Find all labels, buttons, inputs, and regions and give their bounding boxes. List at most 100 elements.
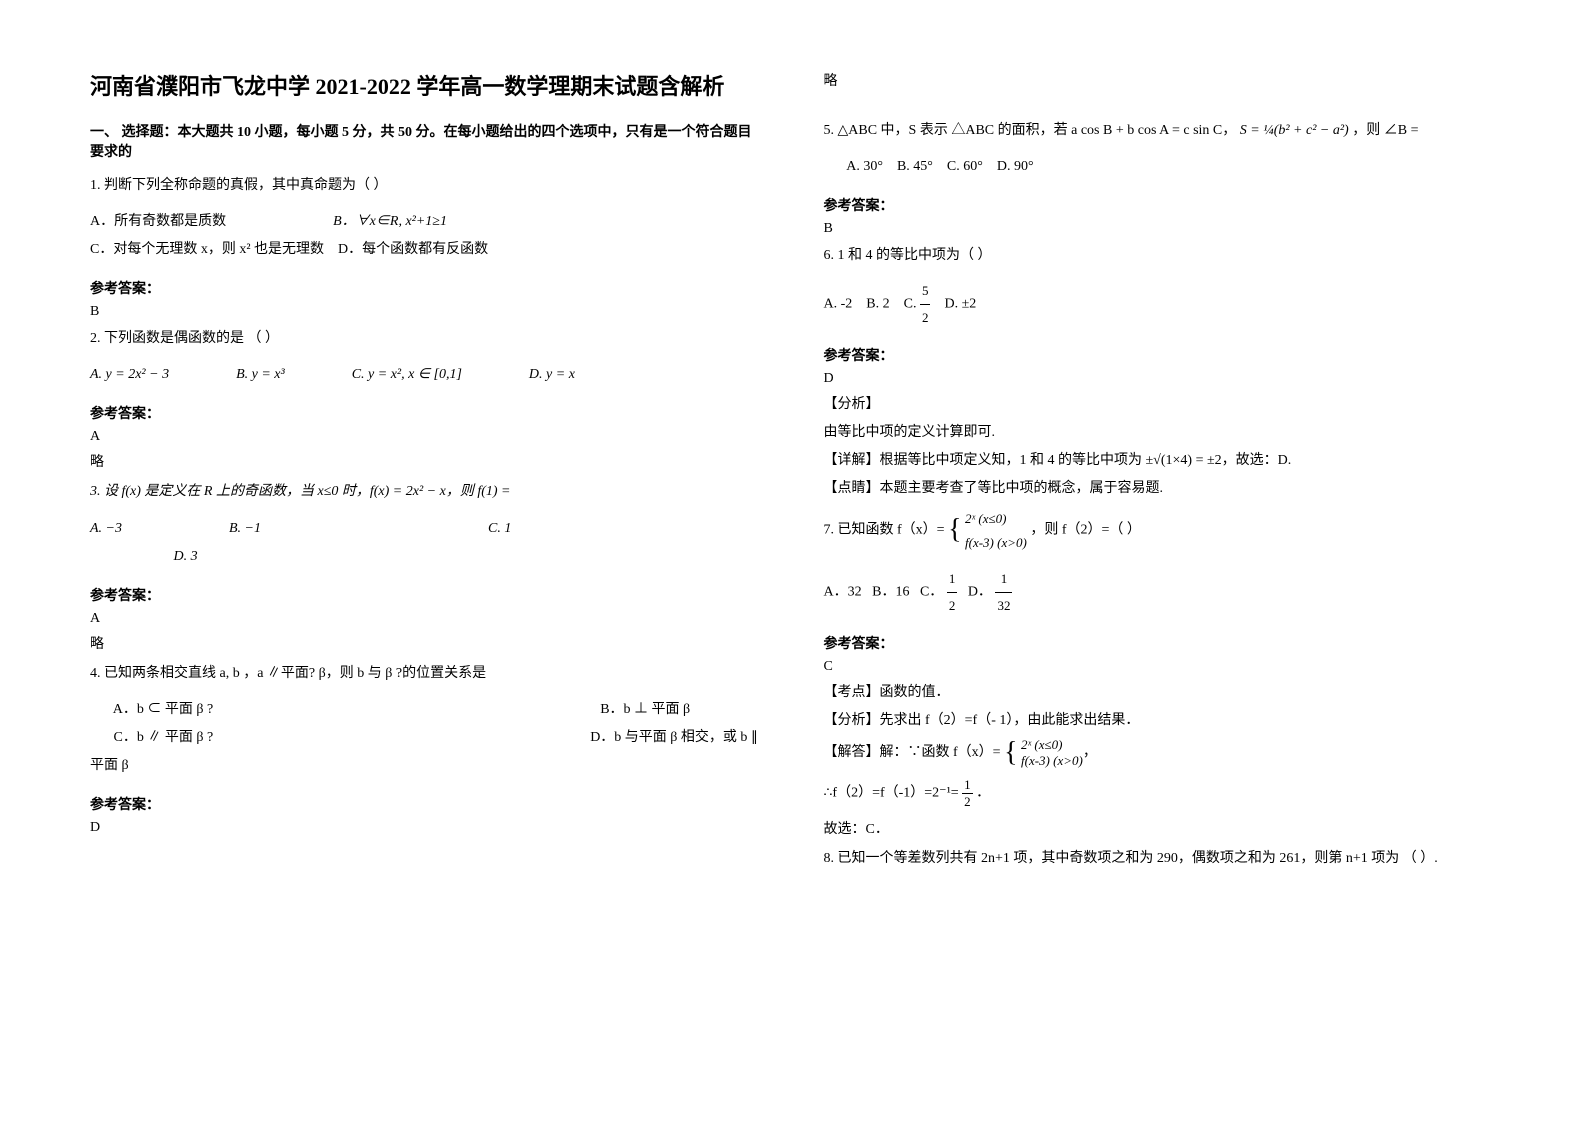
q7-solve: 【解答】解：∵函数 f（x）= { 2ˣ (x≤0) f(x-3) (x>0) … [824,737,1498,769]
q5-answer: B [824,221,1498,237]
right-column: 略 5. △ABC 中，S 表示 △ABC 的面积，若 a cos B + b … [824,70,1498,1052]
q3-stem: 3. 设 f(x) 是定义在 R 上的奇函数，当 x≤0 时，f(x) = 2x… [90,484,510,499]
question-3: 3. 设 f(x) 是定义在 R 上的奇函数，当 x≤0 时，f(x) = 2x… [90,479,764,504]
q7-piecewise-2: f(x-3) (x>0) [965,535,1027,550]
q1-optC: C．对每个无理数 x，则 x² 也是无理数 [90,242,324,257]
q6-detail: 【详解】根据等比中项定义知，1 和 4 的等比中项为 ±√(1×4) = ±2，… [824,449,1498,469]
question-6: 6. 1 和 4 的等比中项为（ ） [824,243,1498,268]
question-7: 7. 已知函数 f（x）= { 2ˣ (x≤0) f(x-3) (x>0) ，则… [824,505,1498,555]
q7-optC-num: 1 [947,566,958,593]
q7-piecewise-1: 2ˣ (x≤0) [965,511,1006,526]
q7-options: A．32 B．16 C． 1 2 D． 1 32 [824,566,1498,619]
q1-optA: A．所有奇数都是质数 [90,214,226,229]
q6-comment: 【点睛】本题主要考查了等比中项的概念，属于容易题. [824,477,1498,497]
q6-optC-frac: 5 2 [920,278,931,331]
q4-options: A．b ⊂ 平面 β ? B．b ⊥ 平面 β C．b ∥ 平面 β ? D．b… [90,696,764,780]
q4-optB: B．b ⊥ 平面 β [600,702,690,717]
q6-answer-label: 参考答案： [824,345,1498,365]
q7-solve-den: 2 [962,794,973,810]
q7-optC-den: 2 [947,593,958,619]
q5-stem-suffix: ，则 ∠B = [1352,123,1418,138]
q2-answer: A [90,429,764,445]
q7-optD-den: 32 [995,593,1012,619]
q2-answer-label: 参考答案： [90,403,764,423]
q4-answer: D [90,820,764,836]
q6-options: A. -2 B. 2 C. 5 2 D. ±2 [824,278,1498,331]
q7-solve-step: ∴f（2）=f（-1）=2⁻¹= 1 2 ． [824,777,1498,810]
q7-optC-frac: 1 2 [947,566,958,619]
q7-optD-prefix: D． [968,584,992,599]
q5-stem-prefix: 5. △ABC 中，S 表示 △ABC 的面积，若 a cos B + b co… [824,123,1237,138]
q3-answer-label: 参考答案： [90,585,764,605]
q3-optC: C. 1 [488,521,511,536]
q2-optA: A. y = 2x² − 3 [90,367,169,382]
page-title: 河南省濮阳市飞龙中学 2021-2022 学年高一数学理期末试题含解析 [90,70,764,103]
q6-answer: D [824,371,1498,387]
q6-analysis-label: 【分析】 [824,393,1498,413]
q3-optB: B. −1 [229,521,261,536]
q7-optD-num: 1 [995,566,1012,593]
q2-optD: D. y = x [529,367,575,382]
q6-optC-num: 5 [920,278,931,305]
q7-conclusion: 故选：C． [824,818,1498,838]
q5-optC: C. 60° [947,159,983,174]
q3-note: 略 [90,633,764,653]
q7-solve-piecewise-1: 2ˣ (x≤0) [1021,737,1062,752]
q5-answer-label: 参考答案： [824,195,1498,215]
q7-optA: A．32 [824,584,862,599]
q5-optA: A. 30° [846,159,883,174]
q4-answer-label: 参考答案： [90,794,764,814]
q6-analysis: 由等比中项的定义计算即可. [824,421,1498,441]
q2-stem: 2. 下列函数是偶函数的是 （ ） [90,331,279,346]
q1-optB: B．∀x∈R, x²+1≥1 [333,214,447,229]
q6-optC-den: 2 [920,305,931,331]
q7-solve-num: 1 [962,777,973,794]
q2-options: A. y = 2x² − 3 B. y = x³ C. y = x², x ∈ … [90,361,764,389]
q2-optB: B. y = x³ [236,367,285,382]
q8-stem: 8. 已知一个等差数列共有 2n+1 项，其中奇数项之和为 290，偶数项之和为… [824,851,1438,866]
question-2: 2. 下列函数是偶函数的是 （ ） [90,326,764,351]
question-4: 4. 已知两条相交直线 a, b ，a ∥平面? β，则 b 与 β ?的位置关… [90,661,764,686]
q7-answer: C [824,659,1498,675]
q3-optD: D. 3 [174,549,198,564]
question-5: 5. △ABC 中，S 表示 △ABC 的面积，若 a cos B + b co… [824,118,1498,143]
q1-answer: B [90,304,764,320]
q6-optC-prefix: C. [904,297,920,312]
q5-stem-formula: S = ¼(b² + c² − a²) [1240,123,1349,138]
q7-optB: B．16 [872,584,909,599]
q7-answer-label: 参考答案： [824,633,1498,653]
q2-note: 略 [90,451,764,471]
q2-optC: C. y = x², x ∈ [0,1] [352,367,462,382]
left-column: 河南省濮阳市飞龙中学 2021-2022 学年高一数学理期末试题含解析 一、 选… [90,70,764,1052]
q6-optB: B. 2 [866,297,889,312]
q6-optA: A. -2 [824,297,853,312]
q5-options: A. 30° B. 45° C. 60° D. 90° [824,153,1498,181]
q7-point: 【考点】函数的值． [824,681,1498,701]
q7-solve-end: ． [976,785,990,800]
q7-solve-frac: 1 2 [962,777,973,810]
q4-optC: C．b ∥ 平面 β ? [114,730,214,745]
section-header: 一、 选择题：本大题共 10 小题，每小题 5 分，共 50 分。在每小题给出的… [90,121,764,161]
question-8: 8. 已知一个等差数列共有 2n+1 项，其中奇数项之和为 290，偶数项之和为… [824,846,1498,871]
q5-note-top: 略 [824,70,1498,90]
q7-optC-prefix: C． [920,584,943,599]
q1-options: A．所有奇数都是质数 B．∀x∈R, x²+1≥1 C．对每个无理数 x，则 x… [90,208,764,264]
q5-optB: B. 45° [897,159,933,174]
q7-solve-step-text: ∴f（2）=f（-1）=2⁻¹= [824,785,963,800]
q5-optD: D. 90° [997,159,1034,174]
q4-stem: 4. 已知两条相交直线 a, b ，a ∥平面? β，则 b 与 β ?的位置关… [90,666,486,681]
question-1: 1. 判断下列全称命题的真假，其中真命题为（ ） [90,173,764,198]
q6-stem: 6. 1 和 4 的等比中项为（ ） [824,248,992,263]
q1-answer-label: 参考答案： [90,278,764,298]
q1-stem: 1. 判断下列全称命题的真假，其中真命题为（ ） [90,173,764,198]
q3-answer: A [90,611,764,627]
q7-analysis: 【分析】先求出 f（2）=f（- 1），由此能求出结果． [824,709,1498,729]
q1-optD: D．每个函数都有反函数 [338,242,488,257]
q6-optD: D. ±2 [944,297,976,312]
q3-options: A. −3 B. −1 C. 1 D. 3 [90,515,764,571]
q7-solve-prefix: 【解答】解：∵函数 f（x）= [824,745,1005,760]
q7-stem-suffix: ，则 f（2）=（ ） [1030,523,1141,538]
q7-optD-frac: 1 32 [995,566,1012,619]
q7-solve-piecewise-2: f(x-3) (x>0) [1021,753,1083,768]
q7-stem-prefix: 7. 已知函数 f（x）= [824,523,949,538]
